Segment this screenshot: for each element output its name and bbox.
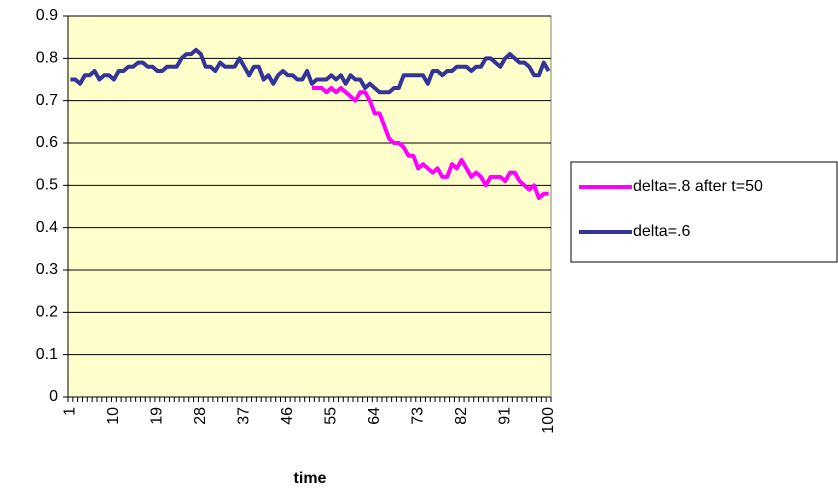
x-tick-label: 28 bbox=[192, 407, 209, 425]
x-tick-label: 73 bbox=[409, 407, 426, 425]
x-tick-label: 10 bbox=[105, 407, 122, 425]
x-tick-label: 64 bbox=[366, 407, 383, 425]
y-tick-label: 0 bbox=[49, 388, 58, 405]
x-tick-label: 55 bbox=[322, 407, 339, 425]
y-tick-label: 0.7 bbox=[36, 92, 58, 109]
y-tick-label: 0.2 bbox=[36, 304, 58, 321]
legend-label: delta=.6 bbox=[633, 223, 690, 240]
y-tick-label: 0.5 bbox=[36, 177, 58, 194]
y-tick-label: 0.1 bbox=[36, 346, 58, 363]
line-series bbox=[70, 47, 551, 95]
y-tick-label: 0.8 bbox=[36, 50, 58, 67]
y-tick-label: 0.6 bbox=[36, 134, 58, 151]
x-tick-label: 19 bbox=[149, 407, 166, 425]
x-tick-label: 46 bbox=[279, 407, 296, 425]
x-tick-label: 37 bbox=[236, 407, 253, 425]
x-tick-label: 91 bbox=[496, 407, 513, 425]
y-tick-label: 0.4 bbox=[36, 219, 58, 236]
x-tick-label: 100 bbox=[540, 407, 557, 434]
legend-label: delta=.8 after t=50 bbox=[633, 178, 763, 195]
x-tick-label: 1 bbox=[62, 407, 79, 416]
x-axis-label: time bbox=[294, 470, 327, 487]
x-tick-label: 82 bbox=[453, 407, 470, 425]
y-tick-label: 0.3 bbox=[36, 261, 58, 278]
line-series bbox=[311, 85, 549, 201]
legend bbox=[570, 161, 838, 263]
y-tick-label: 0.9 bbox=[36, 7, 58, 24]
